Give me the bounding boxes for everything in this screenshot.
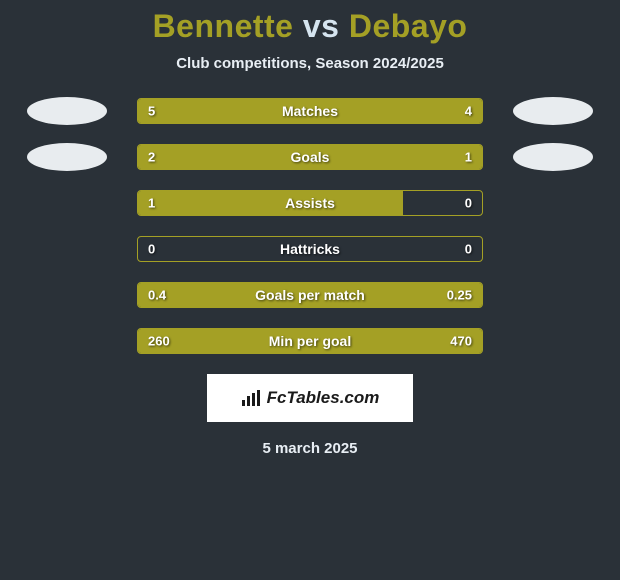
stat-row: Assists 1 0: [0, 190, 620, 216]
logo-box: FcTables.com: [207, 374, 413, 422]
stat-label: Matches: [282, 103, 338, 119]
player1-avatar: [27, 143, 107, 171]
stat-row: Goals 2 1: [0, 144, 620, 170]
stat-value-right: 4: [465, 104, 472, 119]
stat-value-left: 5: [148, 104, 155, 119]
stat-row: Goals per match 0.4 0.25: [0, 282, 620, 308]
stat-value-left: 0: [148, 242, 155, 257]
stat-bar: Hattricks 0 0: [137, 236, 483, 262]
subtitle: Club competitions, Season 2024/2025: [0, 55, 620, 72]
stat-value-left: 1: [148, 196, 155, 211]
player1-avatar: [27, 97, 107, 125]
stat-label: Goals per match: [255, 287, 365, 303]
stat-bar: Matches 5 4: [137, 98, 483, 124]
stat-label: Hattricks: [280, 241, 340, 257]
stat-bar: Min per goal 260 470: [137, 328, 483, 354]
stat-bar: Goals 2 1: [137, 144, 483, 170]
player1-name: Bennette: [153, 8, 294, 44]
stat-bar: Goals per match 0.4 0.25: [137, 282, 483, 308]
vs-text: vs: [303, 8, 340, 44]
stats-rows: Matches 5 4 Goals 2 1 Assists 1 0 Hattricks 0 0 Goal…: [0, 98, 620, 354]
comparison-widget: Bennette vs Debayo Club competitions, Se…: [0, 0, 620, 457]
stat-value-left: 2: [148, 150, 155, 165]
stat-value-right: 0: [465, 196, 472, 211]
stat-row: Matches 5 4: [0, 98, 620, 124]
stat-row: Min per goal 260 470: [0, 328, 620, 354]
stat-value-right: 0.25: [447, 288, 472, 303]
date-text: 5 march 2025: [0, 440, 620, 457]
chart-icon: [241, 390, 261, 406]
stat-bar: Assists 1 0: [137, 190, 483, 216]
stat-value-left: 260: [148, 334, 170, 349]
player2-avatar: [513, 143, 593, 171]
stat-value-right: 1: [465, 150, 472, 165]
player2-name: Debayo: [349, 8, 468, 44]
stat-value-right: 0: [465, 242, 472, 257]
stat-row: Hattricks 0 0: [0, 236, 620, 262]
stat-label: Min per goal: [269, 333, 351, 349]
logo-text: FcTables.com: [267, 388, 380, 408]
bar-left-fill: [138, 145, 367, 169]
stat-label: Assists: [285, 195, 335, 211]
stat-label: Goals: [291, 149, 330, 165]
bar-right-fill: [329, 99, 482, 123]
stat-value-left: 0.4: [148, 288, 166, 303]
bar-left-fill: [138, 191, 403, 215]
page-title: Bennette vs Debayo: [0, 8, 620, 45]
player2-avatar: [513, 97, 593, 125]
stat-value-right: 470: [450, 334, 472, 349]
